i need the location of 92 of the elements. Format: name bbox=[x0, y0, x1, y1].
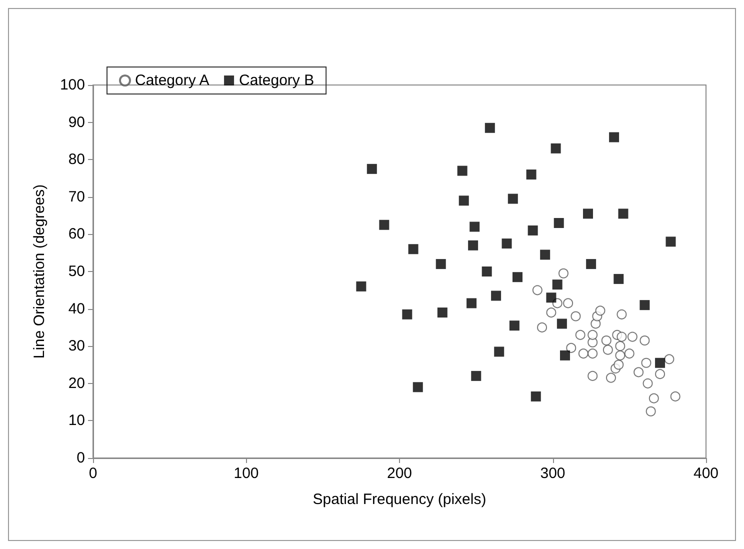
point bbox=[546, 292, 556, 303]
point bbox=[664, 354, 674, 364]
point bbox=[655, 369, 666, 380]
point bbox=[634, 367, 644, 378]
point bbox=[437, 308, 448, 318]
point bbox=[482, 266, 492, 276]
x-tick-label: 200 bbox=[386, 465, 412, 482]
y-tick-label: 0 bbox=[76, 450, 85, 466]
x-tick-label: 400 bbox=[693, 465, 719, 482]
point bbox=[588, 330, 598, 340]
legend-label: Category B bbox=[239, 72, 314, 89]
x-tick-label: 0 bbox=[88, 465, 98, 482]
point bbox=[556, 318, 567, 329]
point bbox=[588, 348, 598, 359]
point bbox=[412, 382, 423, 392]
point bbox=[546, 308, 556, 318]
y-tick-label: 80 bbox=[68, 151, 85, 168]
point bbox=[666, 236, 676, 247]
point bbox=[618, 208, 628, 219]
point bbox=[602, 344, 613, 355]
point bbox=[402, 309, 412, 320]
x-axis-title: Spatial Frequency (pixels) bbox=[312, 491, 486, 508]
point bbox=[532, 285, 542, 296]
point bbox=[582, 208, 593, 219]
point bbox=[648, 393, 659, 404]
point bbox=[640, 300, 650, 310]
point bbox=[526, 170, 536, 180]
point bbox=[566, 342, 576, 353]
y-tick-label: 90 bbox=[68, 114, 85, 131]
point bbox=[508, 194, 518, 204]
y-tick-label: 60 bbox=[68, 226, 85, 243]
point bbox=[586, 259, 596, 270]
point bbox=[609, 132, 620, 142]
x-tick-label: 300 bbox=[540, 465, 566, 482]
point bbox=[436, 259, 446, 270]
point bbox=[550, 143, 561, 154]
point bbox=[627, 332, 638, 342]
point bbox=[588, 370, 598, 381]
y-tick-label: 20 bbox=[68, 374, 85, 392]
point bbox=[558, 268, 568, 278]
point bbox=[570, 311, 581, 322]
point bbox=[670, 391, 680, 402]
point bbox=[614, 274, 624, 284]
point bbox=[491, 290, 502, 301]
point bbox=[408, 244, 418, 254]
point bbox=[595, 306, 606, 316]
point bbox=[642, 378, 653, 388]
point bbox=[616, 309, 627, 320]
point bbox=[509, 320, 520, 331]
point bbox=[655, 358, 666, 368]
y-tick-label: 30 bbox=[68, 338, 85, 355]
point bbox=[615, 350, 626, 360]
y-tick-label: 50 bbox=[68, 263, 85, 280]
point bbox=[554, 218, 564, 228]
point bbox=[366, 164, 377, 174]
point bbox=[470, 222, 480, 232]
point bbox=[528, 225, 538, 236]
point bbox=[646, 406, 656, 416]
point bbox=[616, 332, 627, 342]
point bbox=[606, 372, 616, 383]
point bbox=[471, 370, 482, 381]
point bbox=[494, 346, 504, 357]
point bbox=[578, 348, 588, 359]
point bbox=[624, 348, 634, 359]
point bbox=[458, 196, 469, 206]
point bbox=[356, 281, 366, 292]
point bbox=[484, 122, 495, 133]
point bbox=[563, 298, 574, 308]
point bbox=[502, 238, 512, 249]
point bbox=[512, 272, 523, 282]
point bbox=[615, 341, 626, 352]
y-tick-label: 100 bbox=[60, 76, 85, 94]
point bbox=[530, 391, 541, 402]
point bbox=[641, 358, 652, 368]
point bbox=[560, 350, 570, 360]
point bbox=[457, 166, 468, 176]
point bbox=[640, 336, 650, 346]
point bbox=[575, 330, 586, 340]
point bbox=[540, 250, 550, 260]
point bbox=[468, 240, 478, 250]
y-axis-title: Line Orientation (degrees) bbox=[31, 184, 48, 359]
y-tick-label: 10 bbox=[68, 412, 85, 430]
point bbox=[601, 336, 612, 346]
point bbox=[537, 322, 548, 332]
point bbox=[466, 298, 477, 308]
y-tick-label: 40 bbox=[68, 300, 85, 318]
point bbox=[614, 360, 624, 370]
legend-label: Category A bbox=[135, 72, 210, 89]
y-tick-label: 70 bbox=[68, 188, 85, 206]
point bbox=[379, 220, 390, 230]
point bbox=[552, 280, 562, 290]
x-tick-label: 100 bbox=[234, 465, 259, 482]
